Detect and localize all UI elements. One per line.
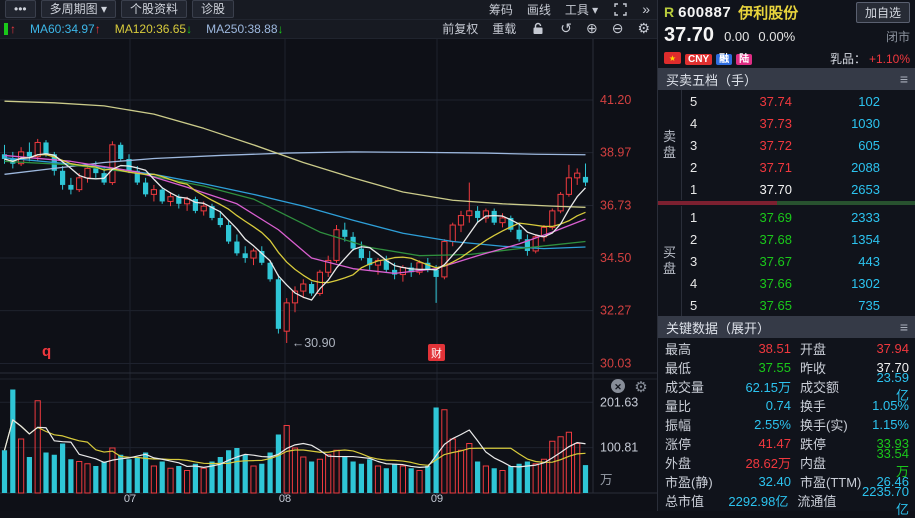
tab-multi-period-chart[interactable]: 多周期图 ▾ <box>40 0 116 19</box>
lock-icon[interactable] <box>530 21 546 37</box>
svg-text:34.50: 34.50 <box>600 251 631 265</box>
order-book-row[interactable]: 5 37.65 735 <box>690 297 880 313</box>
key-data-grid: 最高 38.51 开盘 37.94 最低 37.55 昨收 37.70 成交量 62.15万 成交额… <box>658 338 915 517</box>
key-data-menu-icon[interactable]: ≡ <box>899 319 908 335</box>
quote-header: R 600887 伊利股份 加自选 <box>658 0 915 24</box>
order-book-header: 买卖五档（手） ≡ <box>658 68 915 90</box>
key-data-header[interactable]: 关键数据（展开） ≡ <box>658 316 915 338</box>
buy-sell-strength-bar <box>658 201 915 205</box>
svg-text:30.03: 30.03 <box>600 357 631 371</box>
sell-strength <box>658 201 777 205</box>
order-book: 卖盘 5 37.74 102 4 37.73 1030 3 37.72 605 2 37.71 208… <box>658 90 915 200</box>
ma-label: ↑ <box>4 22 16 36</box>
order-book-row[interactable]: 3 37.67 443 <box>690 253 880 269</box>
chart-toolbar-row2: ↑ MA60:34.97↑ MA120:36.65↓ MA250:38.88↓ 前复权… <box>0 19 657 39</box>
order-book-buy: 买盘 1 37.69 2333 2 37.68 1354 3 37.67 443 4 37.66 13… <box>658 206 915 316</box>
svg-text:08: 08 <box>279 493 291 505</box>
candlestick-chart[interactable]: 07 08 09 41.20 38.97 36.73 34.50 32.27 30.03 201.… <box>0 39 657 511</box>
key-data-row: 市盈(静) 32.40 市盈(TTM) 26.46 <box>665 474 909 490</box>
buy-strength <box>776 201 915 205</box>
volume-pane-close-icon <box>611 379 625 393</box>
order-book-row[interactable]: 3 37.72 605 <box>690 137 880 153</box>
key-data-row: 总市值 2292.98亿 流通值 2235.70亿 <box>665 483 909 517</box>
key-data-row: 外盘 28.62万 内盘 33.54万 <box>665 445 909 479</box>
tools-dropdown-button[interactable]: 工具 ▾ <box>564 2 599 17</box>
svg-text:41.20: 41.20 <box>600 93 631 107</box>
stock-name: 伊利股份 <box>738 4 799 22</box>
svg-text:万: 万 <box>600 473 613 487</box>
key-data-row: 振幅 2.55% 换手(实) 1.15% <box>665 417 909 433</box>
undo-icon[interactable]: ↺ <box>560 20 572 37</box>
order-book-row[interactable]: 4 37.73 1030 <box>690 115 880 131</box>
sector-link[interactable]: 乳品： +1.10% <box>829 51 910 66</box>
last-price: 37.70 <box>664 24 715 46</box>
market-badges: CNY 融陆 <box>681 51 753 66</box>
svg-text:07: 07 <box>124 493 136 505</box>
more-tools-chevron-icon[interactable]: » <box>642 1 650 18</box>
svg-text:201.63: 201.63 <box>600 395 638 409</box>
stock-code: 600887 <box>678 3 732 21</box>
drawline-tool-button[interactable]: 画线 <box>526 2 551 17</box>
order-book-menu-icon[interactable]: ≡ <box>899 71 908 87</box>
svg-text:32.27: 32.27 <box>600 304 631 318</box>
order-book-row[interactable]: 4 37.66 1302 <box>690 275 880 291</box>
chart-tools: 筹码 画线 工具 ▾ » <box>482 1 657 18</box>
zoom-in-icon[interactable]: ⊕ <box>585 20 598 37</box>
price-change-pct: 0.00% <box>758 29 796 44</box>
order-book-row[interactable]: 1 37.69 2333 <box>690 209 880 225</box>
low-price-annotation: ←30.90 <box>292 336 336 350</box>
chart-toolbar-row1: ••• 多周期图 ▾ 个股资料 诊股 筹码 画线 工具 ▾ » <box>0 0 657 20</box>
ma-label: MA120:36.65↓ <box>114 21 193 36</box>
more-periods-button[interactable]: ••• <box>5 0 36 19</box>
sell-rows: 5 37.74 102 4 37.73 1030 3 37.72 605 2 37.71 2088 1 3… <box>682 90 915 200</box>
key-data-row: 涨停 41.47 跌停 33.93 <box>665 436 909 452</box>
tab-stock-info[interactable]: 个股资料 <box>120 0 187 19</box>
svg-text:✕: ✕ <box>614 382 622 392</box>
svg-text:38.97: 38.97 <box>600 146 631 160</box>
volume-pane-gear-icon: ⚙ <box>634 379 647 396</box>
market-state: 闭市 <box>885 30 910 44</box>
quote-panel: R 600887 伊利股份 加自选 37.70 0.00 0.00% 闭市 ★ … <box>657 0 915 517</box>
r-financing-tag: R <box>664 4 675 20</box>
ma-label: MA250:38.88↓ <box>206 21 284 36</box>
chart-tools-row2: 前复权 重载 ↺ ⊕ ⊖ ⚙ <box>435 20 657 37</box>
sell-side-label: 卖盘 <box>658 90 682 200</box>
market-badge-cny: CNY <box>685 53 713 65</box>
price-change: 0.00 <box>724 29 750 44</box>
q-marker: q <box>42 343 51 360</box>
key-data-row: 最高 38.51 开盘 37.94 <box>665 341 909 357</box>
order-book-row[interactable]: 5 37.74 102 <box>690 93 880 109</box>
buy-rows: 1 37.69 2333 2 37.68 1354 3 37.67 443 4 37.66 1302 5… <box>682 206 915 316</box>
svg-text:财: 财 <box>431 346 442 360</box>
chips-tool-button[interactable]: 筹码 <box>488 2 513 17</box>
key-data-row: 最低 37.55 昨收 37.70 <box>665 360 909 376</box>
add-to-watchlist-button[interactable]: 加自选 <box>855 1 910 23</box>
key-data-row: 量比 0.74 换手 1.05% <box>665 398 909 414</box>
svg-text:36.73: 36.73 <box>600 198 631 212</box>
svg-text:09: 09 <box>431 493 443 505</box>
market-badge-陆: 陆 <box>736 53 753 65</box>
cai-news-badge <box>428 344 445 361</box>
badges-row: ★ CNY 融陆 乳品： +1.10% <box>658 48 915 68</box>
ma-label: MA60:34.97↑ <box>30 21 101 36</box>
tab-diagnose-stock[interactable]: 诊股 <box>191 0 234 19</box>
quote-price-row: 37.70 0.00 0.00% 闭市 <box>658 24 915 48</box>
fullscreen-icon[interactable] <box>612 1 628 17</box>
ma-legend: ↑ MA60:34.97↑ MA120:36.65↓ MA250:38.88↓ <box>4 22 298 36</box>
order-book-row[interactable]: 2 37.71 2088 <box>690 159 880 175</box>
key-data-row: 成交量 62.15万 成交额 23.59亿 <box>665 369 909 403</box>
cn-flag-icon: ★ <box>664 52 681 64</box>
sector-change: +1.10% <box>868 51 910 66</box>
chart-column: ••• 多周期图 ▾ 个股资料 诊股 筹码 画线 工具 ▾ » ↑ MA60:34… <box>0 0 657 511</box>
chart-settings-gear-icon[interactable]: ⚙ <box>637 20 650 37</box>
buy-side-label: 买盘 <box>658 206 682 316</box>
zoom-out-icon[interactable]: ⊖ <box>611 20 624 37</box>
forward-adjust-button[interactable]: 前复权 <box>442 22 479 37</box>
market-badge-融: 融 <box>716 53 733 65</box>
order-book-row[interactable]: 2 37.68 1354 <box>690 231 880 247</box>
reload-button[interactable]: 重载 <box>492 22 517 37</box>
order-book-row[interactable]: 1 37.70 2653 <box>690 181 880 197</box>
svg-text:100.81: 100.81 <box>600 441 638 455</box>
